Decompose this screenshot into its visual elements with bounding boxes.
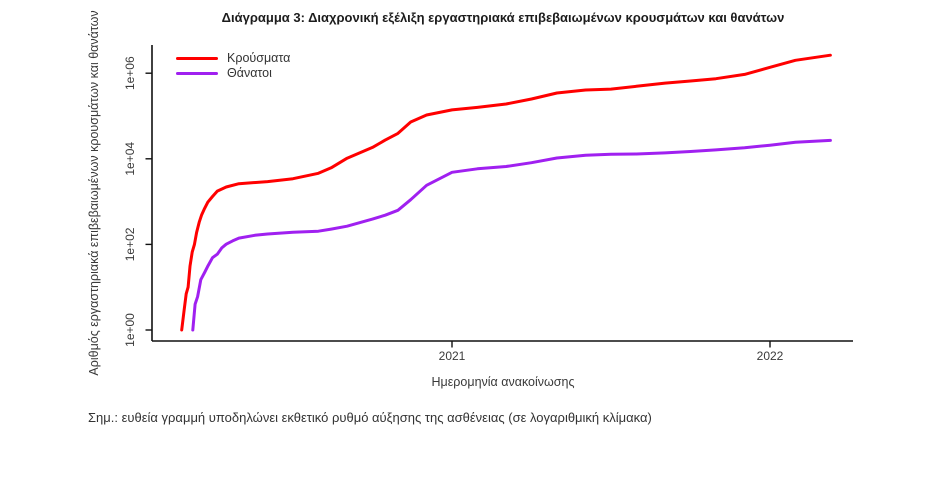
footnote: Σημ.: ευθεία γραμμή υποδηλώνει εκθετικό … [88,410,652,425]
deaths-line [191,138,832,332]
legend-label-deaths: Θάνατοι [227,66,272,80]
x-axis-title: Ημερομηνία ανακοίνωσης [432,375,575,389]
y-tick-label: 1e+02 [123,227,137,261]
y-tick-label: 1e+00 [123,313,137,347]
cases-line [180,53,832,332]
legend-label-cases: Κρούσματα [227,51,291,65]
y-tick-label: 1e+06 [123,56,137,90]
plot-svg: 1e+00 1e+02 1e+04 1e+06 2021 2022 Ημερομηνία … [87,10,853,389]
x-tick-label: 2022 [757,349,784,363]
legend-item-cases: Κρούσματα [176,51,290,65]
deaths-line-swatch-icon [176,71,218,75]
y-tick-label: 1e+04 [123,142,137,176]
y-axis-title: Αριθμός εργαστηριακά επιβεβαιωμένων κρου… [87,10,101,375]
x-tick-label: 2021 [439,349,466,363]
cases-line-swatch-icon [176,56,218,60]
legend: Κρούσματα Θάνατοι [176,51,290,80]
ticks-layer: 1e+00 1e+02 1e+04 1e+06 2021 2022 [123,56,784,363]
legend-item-deaths: Θάνατοι [176,66,290,80]
chart-title: Διάγραμμα 3: Διαχρονική εξέλιξη εργαστηρ… [221,10,785,25]
